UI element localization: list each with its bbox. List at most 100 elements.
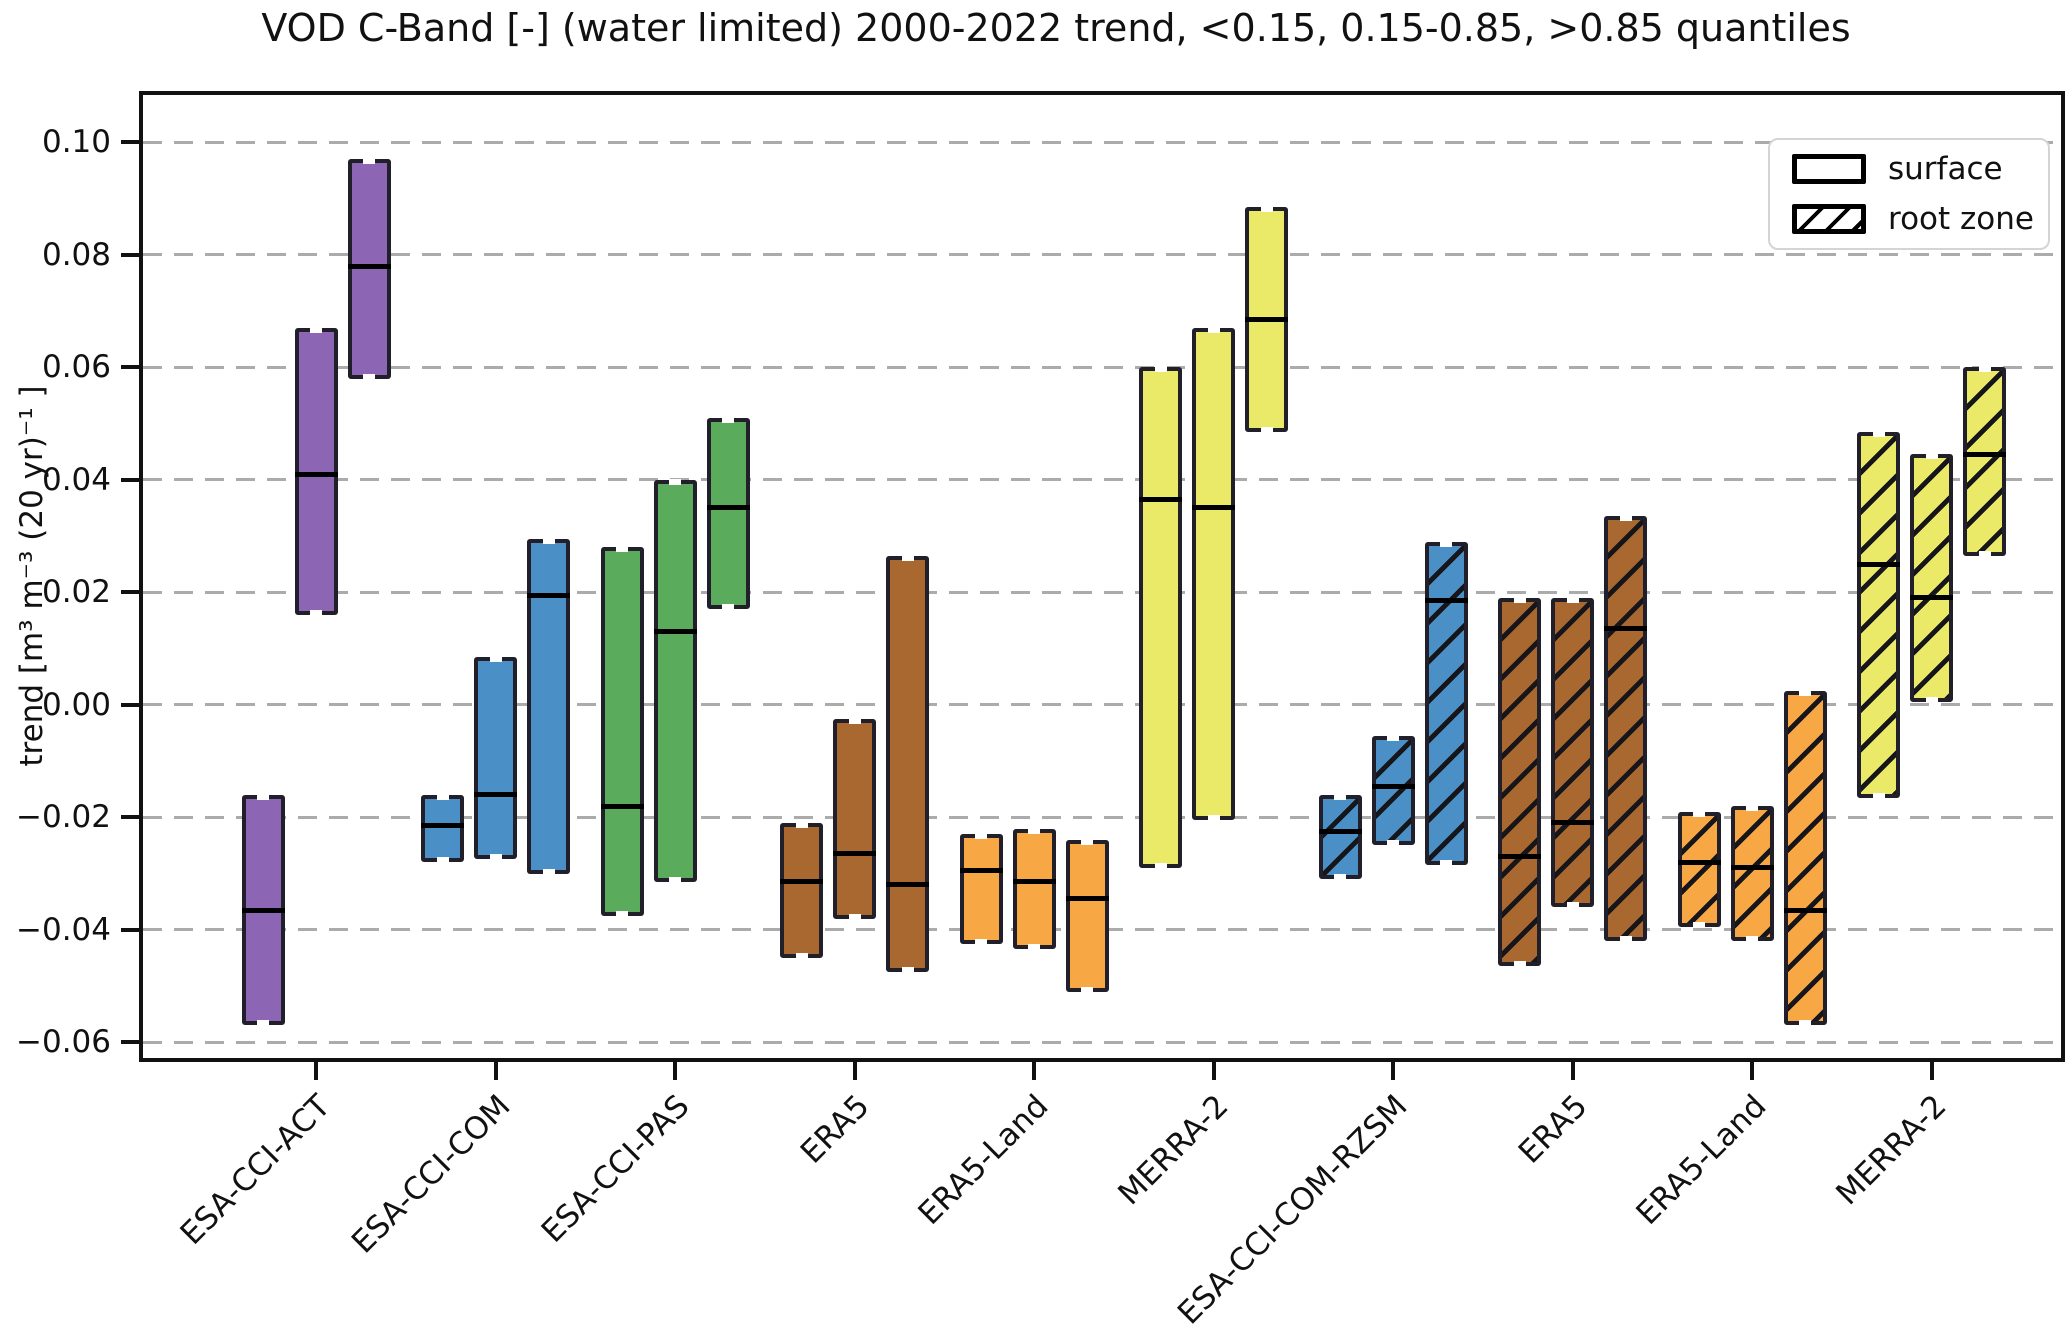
median-line: [1730, 865, 1774, 871]
whisker-cap-notch-top: [1566, 596, 1579, 603]
ytick-mark-−0.02: [121, 815, 139, 820]
ytick-label-−0.04: −0.04: [16, 911, 111, 948]
box-era5-3-q1: [780, 821, 823, 959]
median-line: [294, 471, 338, 477]
legend-item-root-zone: root zone: [1792, 201, 2048, 237]
xtick-mark-ERA5: [852, 1062, 857, 1080]
whisker-cap-notch-top: [1513, 596, 1526, 603]
whisker-cap-notch-bottom: [363, 373, 375, 380]
whisker-cap-notch-top: [1207, 326, 1220, 333]
whisker-cap-notch-bottom: [848, 913, 861, 920]
legend-label-surface: surface: [1888, 151, 2003, 187]
whisker-cap-notch-top: [901, 554, 914, 561]
ytick-mark-0.04: [121, 477, 139, 482]
box-era5-land-4-q2: [1012, 827, 1056, 951]
box-merra-2-5-q2: [1192, 326, 1235, 822]
xtick-label-esa-cci-pas-2: ESA-CCI-PAS: [534, 1088, 697, 1250]
whisker-cap-notch-bottom: [1566, 902, 1579, 909]
whisker-cap-notch-top: [310, 326, 322, 333]
median-line: [833, 851, 876, 857]
median-line: [1963, 451, 2006, 457]
whisker-cap-notch-bottom: [1440, 860, 1452, 867]
whisker-cap-notch-bottom: [669, 876, 681, 883]
gridline-0.06: [143, 365, 2061, 369]
whisker-cap-notch-bottom: [257, 1020, 269, 1027]
whisker-cap-notch-bottom: [1872, 792, 1885, 799]
box-merra-2-9-q1: [1857, 430, 1900, 799]
median-line: [421, 823, 464, 829]
box-era5-land-8-q2: [1730, 805, 1774, 942]
whisker-cap-notch-bottom: [489, 854, 502, 861]
box-esa-cci-act-0-q3: [347, 158, 391, 380]
whisker-cap-notch-bottom: [1081, 986, 1093, 993]
xtick-label-era5-land-8: ERA5-Land: [1629, 1088, 1774, 1232]
whisker-cap-notch-top: [1387, 734, 1399, 741]
box-esa-cci-com-rzsm-6-q1: [1318, 793, 1362, 881]
xtick-label-era5-7: ERA5: [1511, 1088, 1594, 1171]
median-line: [886, 882, 929, 888]
whisker-cap-notch-top: [1619, 515, 1632, 522]
gridline-0.04: [143, 478, 2061, 482]
box-merra-2-5-q3: [1245, 205, 1288, 433]
box-esa-cci-pas-2-q1: [600, 546, 644, 917]
whisker-cap-notch-top: [1028, 827, 1040, 834]
whisker-cap-notch-bottom: [1978, 550, 1991, 557]
whisker-cap-notch-top: [1334, 793, 1346, 800]
root-zone-hatch-swatch-icon: [1792, 204, 1866, 234]
xtick-label-era5-3: ERA5: [793, 1088, 876, 1171]
box-esa-cci-com-rzsm-6-q2: [1371, 734, 1415, 847]
xtick-label-era5-land-4: ERA5-Land: [911, 1088, 1056, 1232]
median-line: [1910, 595, 1953, 601]
xtick-mark-ERA5-Land: [1032, 1062, 1036, 1080]
whisker-cap-notch-top: [616, 546, 628, 553]
whisker-cap-notch-bottom: [1154, 862, 1167, 869]
box-era5-land-8-q3: [1783, 689, 1827, 1027]
gridline-−0.02: [143, 815, 2061, 819]
legend: surface root zone: [1768, 138, 2050, 250]
box-esa-cci-com-1-q1: [421, 793, 464, 864]
whisker-cap-notch-top: [848, 717, 861, 724]
ytick-mark-−0.04: [121, 927, 139, 932]
whisker-cap-notch-top: [1081, 838, 1093, 845]
box-merra-2-5-q1: [1139, 366, 1182, 869]
box-merra-2-9-q3: [1963, 366, 2006, 557]
xtick-mark-MERRA-2: [1929, 1062, 1934, 1080]
median-line: [1012, 879, 1056, 885]
median-line: [474, 792, 517, 798]
xtick-mark-ESA-CCI-ACT: [314, 1062, 318, 1080]
ytick-mark-0.02: [121, 590, 139, 595]
median-line: [1245, 316, 1288, 322]
chart-title: VOD C-Band [-] (water limited) 2000-2022…: [261, 6, 1851, 50]
box-esa-cci-com-1-q2: [474, 655, 517, 861]
median-line: [1783, 907, 1827, 913]
gridline-0.02: [143, 590, 2061, 594]
plot-area: [139, 91, 2065, 1062]
whisker-cap-notch-bottom: [1260, 426, 1273, 433]
whisker-cap-notch-top: [1872, 430, 1885, 437]
gridline-0.10: [143, 140, 2061, 144]
median-line: [1551, 820, 1594, 826]
median-line: [959, 868, 1003, 874]
median-line: [1498, 854, 1541, 860]
surface-swatch-icon: [1792, 154, 1866, 184]
whisker-cap-notch-top: [975, 833, 987, 840]
xtick-mark-ERA5: [1570, 1062, 1575, 1080]
xtick-label-merra-2-9: MERRA-2: [1828, 1088, 1953, 1213]
whisker-cap-notch-bottom: [310, 609, 322, 616]
xtick-mark-ESA-CCI-COM-RZSM: [1391, 1062, 1395, 1080]
median-line: [1677, 859, 1721, 865]
median-line: [241, 907, 285, 913]
whisker-cap-notch-top: [542, 537, 555, 544]
box-era5-3-q2: [833, 717, 876, 920]
whisker-cap-notch-top: [1799, 689, 1811, 696]
whisker-cap-notch-top: [722, 416, 734, 423]
box-era5-land-8-q1: [1677, 810, 1721, 928]
ytick-label-0.00: 0.00: [41, 686, 111, 723]
median-line: [1139, 496, 1182, 502]
whisker-cap-notch-bottom: [795, 952, 808, 959]
median-line: [600, 803, 644, 809]
ytick-mark-0.08: [121, 252, 139, 257]
ytick-label-−0.06: −0.06: [16, 1024, 111, 1061]
gridline-−0.06: [143, 1040, 2061, 1044]
whisker-cap-notch-top: [1440, 540, 1452, 547]
